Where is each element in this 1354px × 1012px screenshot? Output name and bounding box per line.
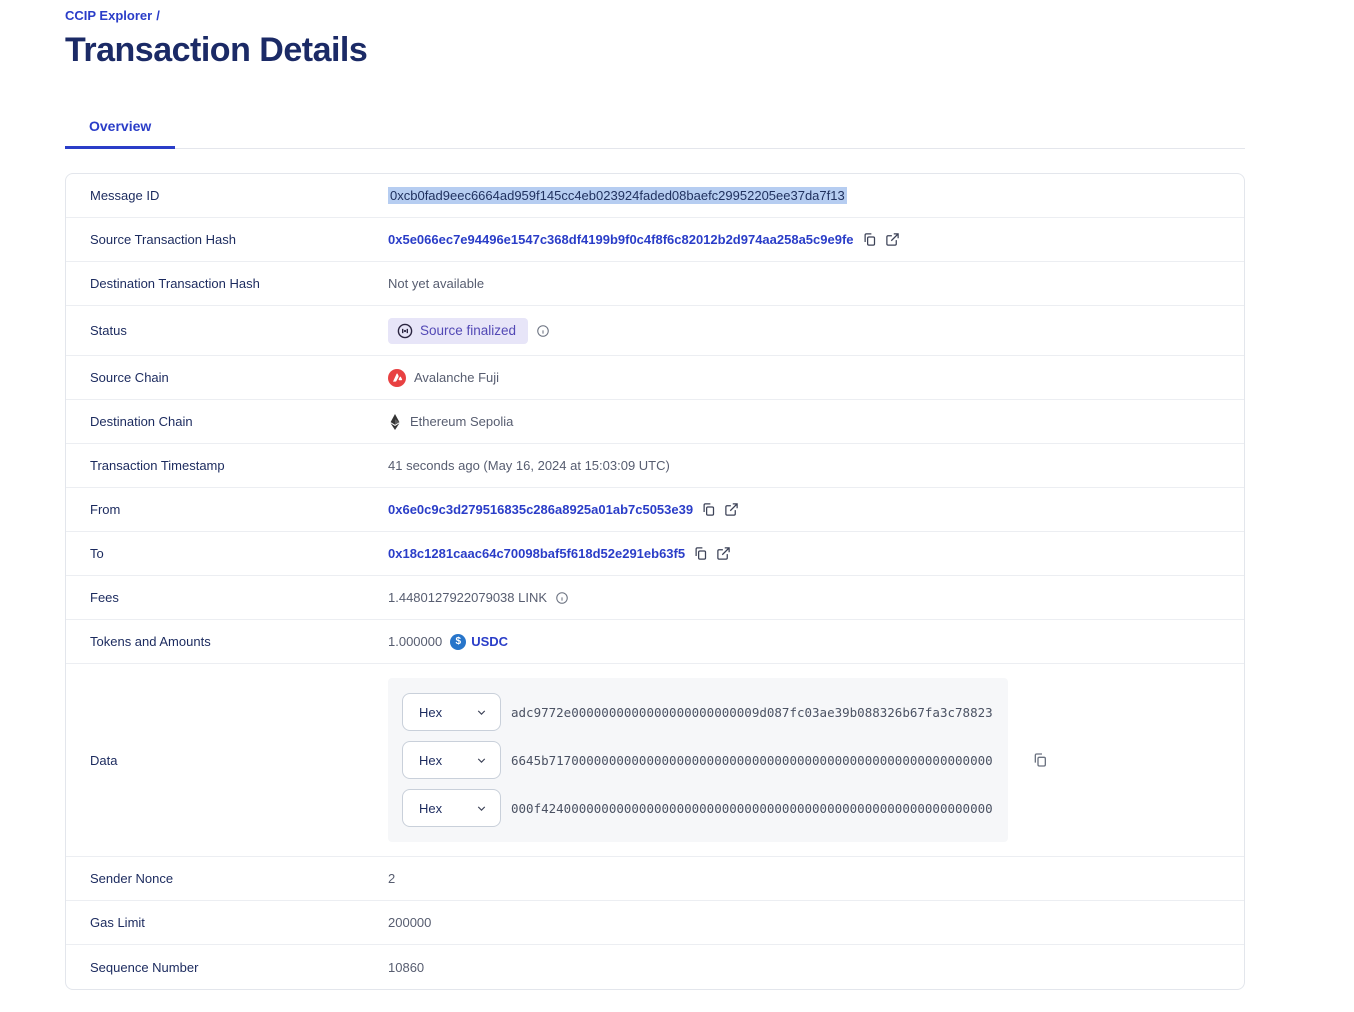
row-label: Destination Chain	[90, 414, 193, 429]
ethereum-icon	[388, 413, 402, 431]
to-address-link[interactable]: 0x18c1281caac64c70098baf5f618d52e291eb63…	[388, 546, 686, 561]
row-label: Source Transaction Hash	[90, 232, 236, 247]
data-line: Hex 000f42400000000000000000000000000000…	[402, 789, 994, 827]
table-row-timestamp: Transaction Timestamp 41 seconds ago (Ma…	[66, 444, 1244, 488]
data-hex-panel: Hex adc9772e0000000000000000000000009d08…	[388, 678, 1008, 842]
table-row-from: From 0x6e0c9c3d279516835c286a8925a01ab7c…	[66, 488, 1244, 532]
row-label: Gas Limit	[90, 915, 145, 930]
message-id-value: 0xcb0fad9eec6664ad959f145cc4eb023924fade…	[388, 187, 847, 204]
sequence-number-value: 10860	[388, 959, 425, 975]
avalanche-icon	[388, 368, 406, 387]
breadcrumb-separator: /	[156, 8, 160, 23]
copy-icon[interactable]	[1032, 752, 1048, 768]
table-row-source-tx-hash: Source Transaction Hash 0x5e066ec7e94496…	[66, 218, 1244, 262]
usdc-token-icon: $	[450, 633, 467, 650]
external-link-icon[interactable]	[885, 232, 900, 247]
tab-bar: Overview	[65, 110, 1245, 149]
from-address-link[interactable]: 0x6e0c9c3d279516835c286a8925a01ab7c5053e…	[388, 502, 694, 517]
page-title: Transaction Details	[65, 31, 368, 69]
chevron-down-icon	[475, 754, 488, 767]
row-label: Sequence Number	[90, 959, 199, 975]
timestamp-value: 41 seconds ago (May 16, 2024 at 15:03:09…	[388, 458, 670, 473]
hex-format-select[interactable]: Hex	[402, 693, 501, 731]
hex-format-select[interactable]: Hex	[402, 741, 501, 779]
table-row-dest-tx-hash: Destination Transaction Hash Not yet ava…	[66, 262, 1244, 306]
chevron-down-icon	[475, 706, 488, 719]
signal-icon	[397, 323, 413, 339]
chevron-down-icon	[475, 802, 488, 815]
table-row-source-chain: Source Chain Avalanche Fuji	[66, 356, 1244, 400]
table-row-dest-chain: Destination Chain Ethereum Sepolia	[66, 400, 1244, 444]
source-chain-name: Avalanche Fuji	[414, 370, 500, 385]
table-row-tokens: Tokens and Amounts 1.000000 $ USDC	[66, 620, 1244, 664]
breadcrumb-link-ccip-explorer[interactable]: CCIP Explorer	[65, 8, 153, 23]
transaction-details-page: CCIP Explorer / Transaction Details Overv…	[65, 8, 1245, 990]
fees-value: 1.4480127922079038 LINK	[388, 590, 548, 605]
hex-data-value: adc9772e0000000000000000000000009d087fc0…	[511, 704, 993, 720]
row-label: Destination Transaction Hash	[90, 276, 260, 291]
dest-tx-hash-value: Not yet available	[388, 276, 485, 291]
hex-data-value: 000f424000000000000000000000000000000000…	[511, 800, 993, 816]
status-badge: Source finalized	[388, 317, 529, 344]
table-row-gas-limit: Gas Limit 200000	[66, 901, 1244, 945]
row-label: Sender Nonce	[90, 871, 174, 886]
info-icon[interactable]	[555, 591, 569, 605]
table-row-status: Status Source finalized	[66, 306, 1244, 356]
row-label: To	[90, 546, 104, 561]
data-line: Hex adc9772e0000000000000000000000009d08…	[402, 693, 994, 731]
data-line: Hex 6645b7170000000000000000000000000000…	[402, 741, 994, 779]
gas-limit-value: 200000	[388, 915, 432, 930]
table-row-to: To 0x18c1281caac64c70098baf5f618d52e291e…	[66, 532, 1244, 576]
dest-chain-name: Ethereum Sepolia	[410, 414, 514, 429]
row-label: Status	[90, 323, 127, 338]
copy-icon[interactable]	[862, 232, 877, 247]
row-label: Source Chain	[90, 370, 169, 385]
table-row-data: Data Hex adc9772e00000000000000000000000…	[66, 664, 1244, 857]
hex-format-select[interactable]: Hex	[402, 789, 501, 827]
external-link-icon[interactable]	[716, 546, 731, 561]
row-label: Tokens and Amounts	[90, 634, 211, 649]
hex-data-value: 6645b71700000000000000000000000000000000…	[511, 752, 993, 768]
details-card: Message ID 0xcb0fad9eec6664ad959f145cc4e…	[65, 173, 1245, 990]
copy-icon[interactable]	[701, 502, 716, 517]
status-badge-label: Source finalized	[420, 323, 517, 338]
table-row-message-id: Message ID 0xcb0fad9eec6664ad959f145cc4e…	[66, 174, 1244, 218]
info-icon[interactable]	[536, 324, 550, 338]
table-row-sequence-number: Sequence Number 10860	[66, 945, 1244, 989]
row-label: Message ID	[90, 188, 160, 203]
copy-icon[interactable]	[693, 546, 708, 561]
table-row-sender-nonce: Sender Nonce 2	[66, 857, 1244, 901]
sender-nonce-value: 2	[388, 871, 396, 886]
table-row-fees: Fees 1.4480127922079038 LINK	[66, 576, 1244, 620]
row-label: Fees	[90, 590, 119, 605]
breadcrumb: CCIP Explorer /	[65, 8, 1245, 23]
row-label: Data	[90, 752, 118, 768]
token-link[interactable]: USDC	[471, 634, 509, 649]
token-amount: 1.000000	[388, 634, 443, 649]
external-link-icon[interactable]	[724, 502, 739, 517]
source-tx-hash-link[interactable]: 0x5e066ec7e94496e1547c368df4199b9f0c4f8f…	[388, 232, 854, 247]
row-label: From	[90, 502, 121, 517]
row-label: Transaction Timestamp	[90, 458, 225, 473]
tab-overview[interactable]: Overview	[65, 110, 176, 149]
